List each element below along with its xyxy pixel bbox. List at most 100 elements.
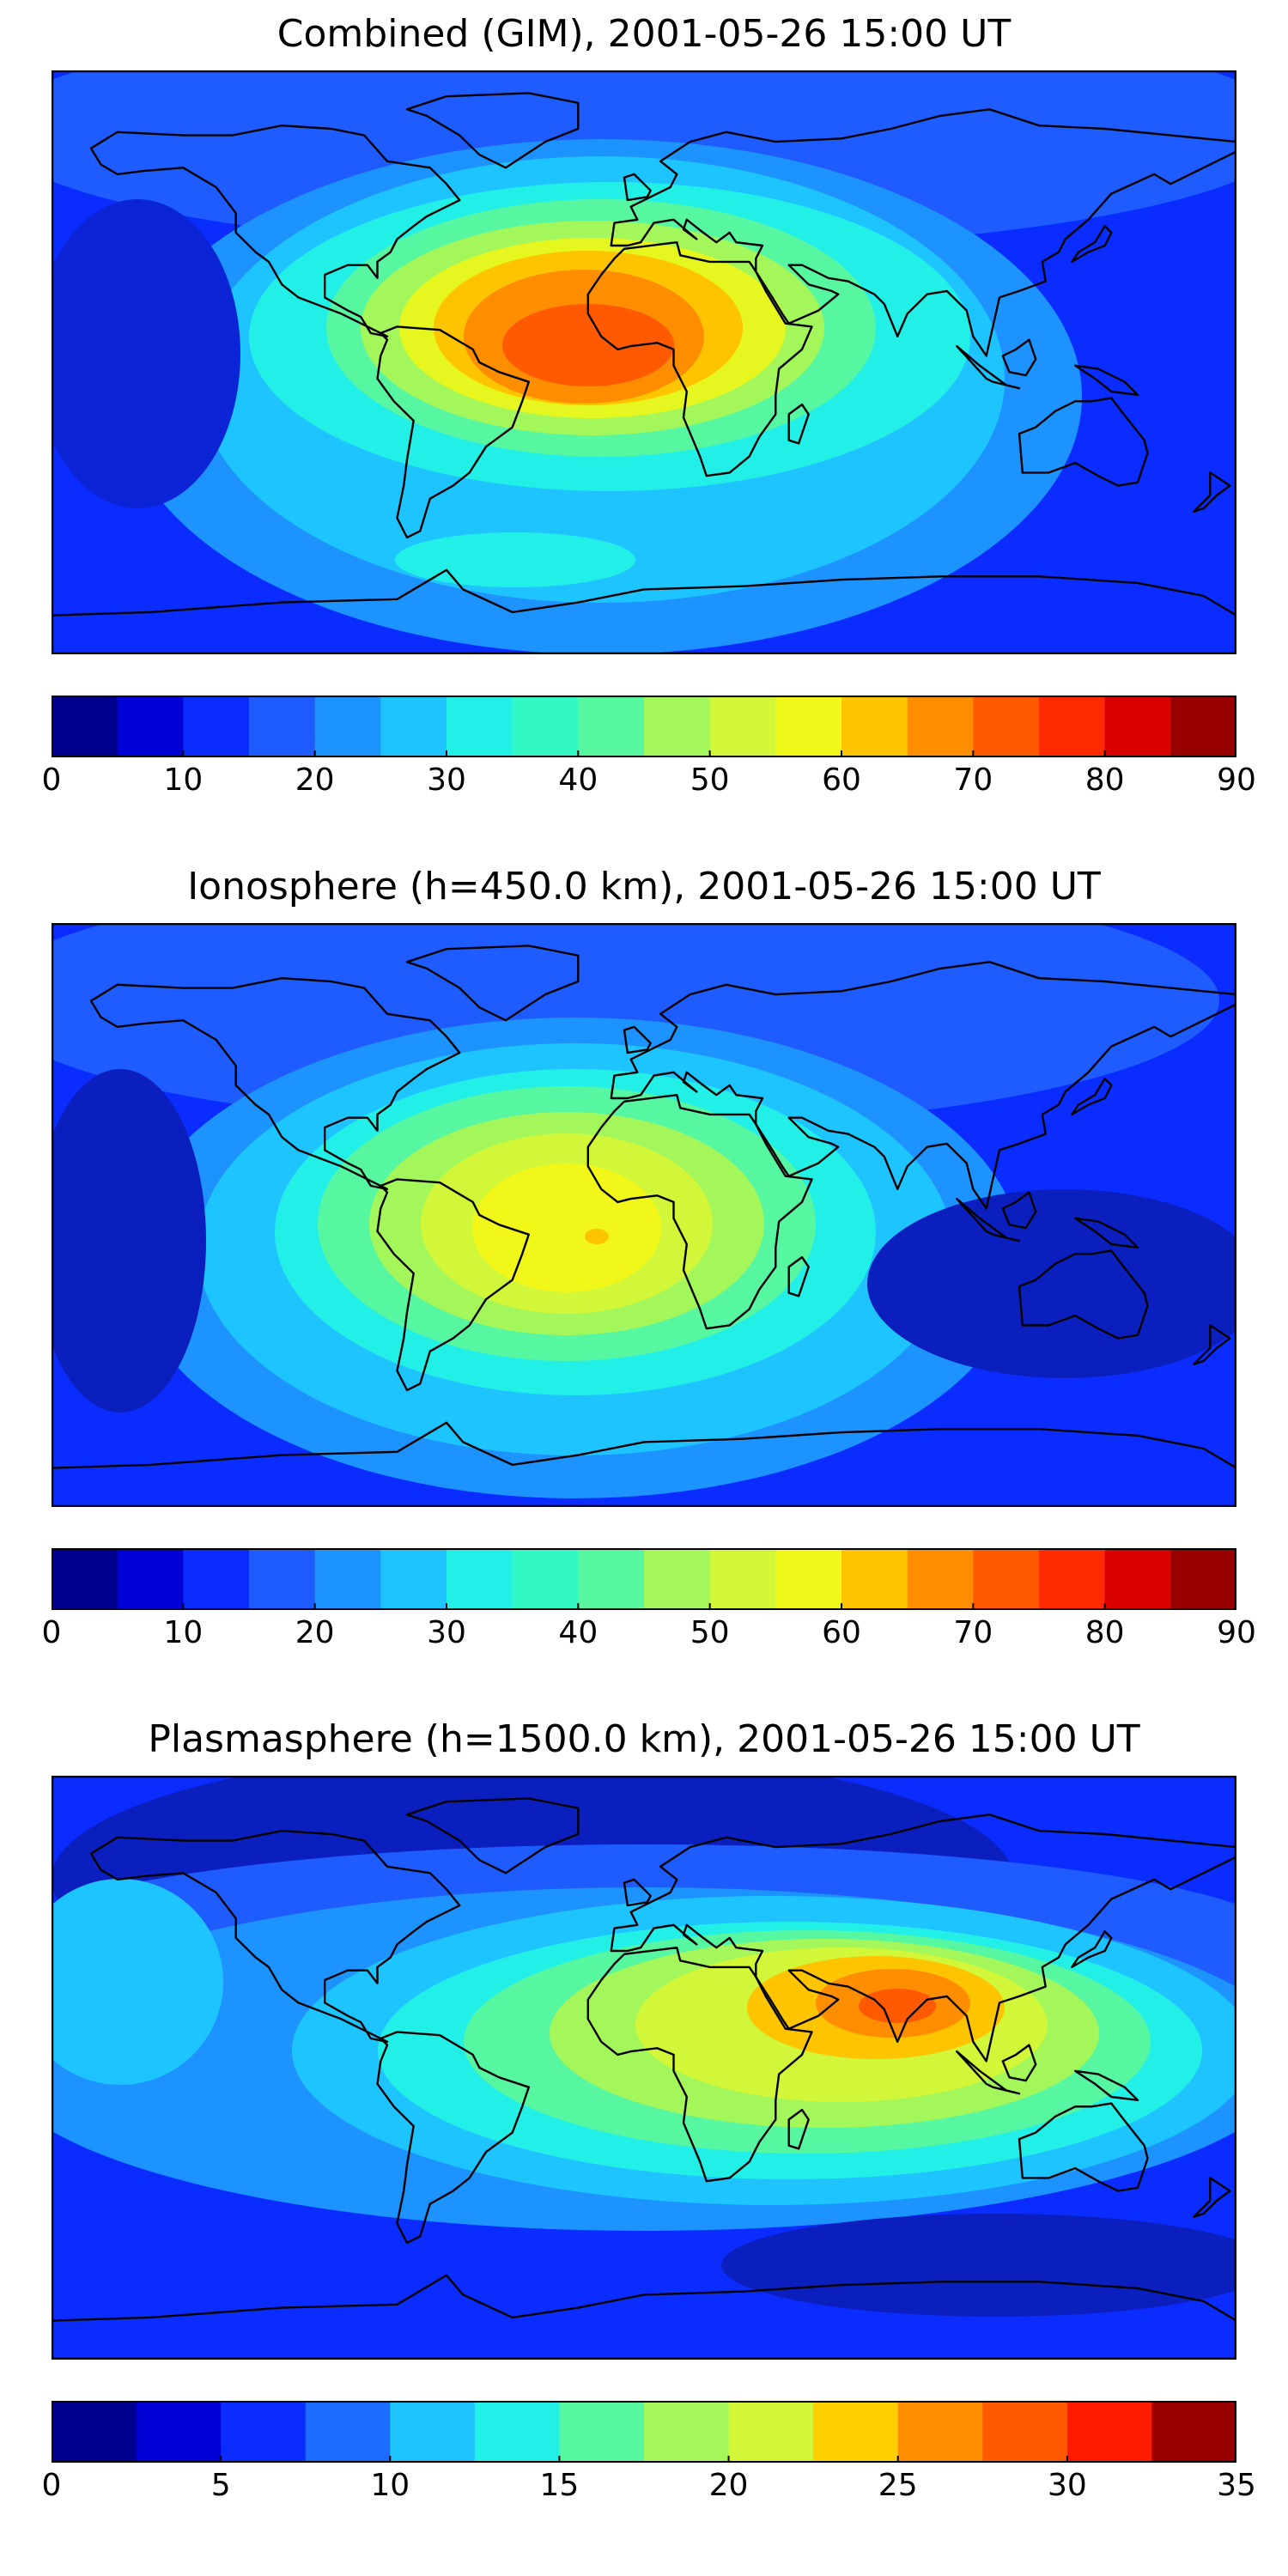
colorbar-segment bbox=[1039, 696, 1106, 757]
coastline-africa bbox=[586, 240, 813, 477]
colorbar-ticks: 0 10 20 30 40 50 60 70 80 90 bbox=[42, 759, 1256, 811]
colorbar-tick-label: 35 bbox=[1217, 2468, 1256, 2503]
colorbar-segment bbox=[380, 1548, 447, 1610]
contour-pacific-patch bbox=[52, 1879, 223, 2085]
colorbar-segment bbox=[578, 1548, 645, 1610]
map-svg bbox=[52, 1776, 1236, 2360]
coastline-australia bbox=[1018, 1249, 1149, 1340]
colorbar-tick-label: 90 bbox=[1217, 762, 1256, 798]
colorbar-segment bbox=[1066, 2401, 1153, 2463]
colorbar-segment bbox=[907, 1548, 974, 1610]
colorbar-tick-label: 5 bbox=[210, 2468, 231, 2503]
colorbar-tick-label: 0 bbox=[41, 1615, 62, 1650]
contour-map bbox=[52, 70, 1236, 654]
colorbar-segment bbox=[1151, 2401, 1236, 2463]
colorbar-tick-label: 10 bbox=[370, 2468, 410, 2503]
coastline-south-america bbox=[376, 2031, 530, 2245]
contour-peak-yellow bbox=[472, 1163, 661, 1292]
colorbar-tick-label: 60 bbox=[822, 1615, 861, 1650]
map-svg bbox=[52, 70, 1236, 654]
coastlines bbox=[52, 92, 1236, 617]
colorbar-tick-label: 50 bbox=[690, 1615, 730, 1650]
colorbar-segment bbox=[907, 696, 974, 757]
coastlines bbox=[52, 945, 1236, 1469]
coastline-indonesia bbox=[955, 344, 1021, 390]
coastline-borneo bbox=[1001, 2044, 1037, 2082]
colorbar-segment bbox=[117, 1548, 184, 1610]
colorbar-segment bbox=[841, 696, 908, 757]
colorbar-segment bbox=[249, 696, 316, 757]
coastline-borneo bbox=[1001, 1191, 1037, 1230]
colorbar bbox=[52, 696, 1236, 757]
colorbar-segment bbox=[117, 696, 184, 757]
colorbar-segment bbox=[249, 1548, 316, 1610]
colorbar-tick-label: 0 bbox=[41, 762, 62, 798]
colorbar bbox=[52, 1548, 1236, 1610]
contour-southern-low bbox=[721, 2214, 1236, 2317]
coastline-south-america bbox=[376, 325, 530, 539]
colorbar-segment bbox=[644, 1548, 711, 1610]
coastline-north-america bbox=[89, 124, 461, 337]
coastline-indonesia bbox=[955, 1197, 1021, 1242]
coastline-eurasia bbox=[610, 1814, 1236, 2063]
colorbar-segment bbox=[512, 696, 579, 757]
coastline-greenland bbox=[405, 1797, 580, 1874]
colorbar-segment bbox=[973, 1548, 1040, 1610]
coastline-new-zealand bbox=[1192, 2177, 1231, 2218]
coastline-antarctica bbox=[52, 568, 1236, 617]
coastline-indonesia bbox=[955, 2050, 1021, 2095]
colorbar-segment bbox=[136, 2401, 222, 2463]
colorbar-tick-label: 30 bbox=[1047, 2468, 1087, 2503]
colorbar-ticks: 0 10 20 30 40 50 60 70 80 90 bbox=[42, 1612, 1256, 1663]
colorbar-tick-label: 60 bbox=[822, 762, 861, 798]
colorbar-segment bbox=[512, 1548, 579, 1610]
coastline-japan bbox=[1071, 225, 1113, 264]
colorbar-svg bbox=[52, 1548, 1236, 1610]
colorbar-segment bbox=[897, 2401, 983, 2463]
colorbar-segment bbox=[709, 696, 776, 757]
coastline-madagascar bbox=[787, 1255, 810, 1297]
colorbar-tick-label: 20 bbox=[708, 2468, 749, 2503]
colorbar-segment bbox=[314, 1548, 381, 1610]
coastline-borneo bbox=[1001, 338, 1037, 377]
colorbar-segment bbox=[1170, 1548, 1236, 1610]
contour-pacific-low bbox=[52, 199, 240, 508]
coastline-madagascar bbox=[787, 403, 810, 445]
colorbar-segment bbox=[1104, 1548, 1171, 1610]
contour-peak-red bbox=[859, 1989, 936, 2023]
coastline-eurasia bbox=[610, 961, 1236, 1210]
contour-map bbox=[52, 1776, 1236, 2360]
colorbar-segment bbox=[644, 696, 711, 757]
colorbar-tick-label: 40 bbox=[558, 762, 598, 798]
panel-title: Plasmasphere (h=1500.0 km), 2001-05-26 1… bbox=[148, 1717, 1140, 1761]
colorbar-segment bbox=[1039, 1548, 1106, 1610]
coastline-australia bbox=[1018, 397, 1149, 487]
colorbar-svg bbox=[52, 2401, 1236, 2463]
colorbar-segment bbox=[380, 696, 447, 757]
colorbar-tick-label: 20 bbox=[295, 762, 335, 798]
colorbar-segment bbox=[775, 1548, 842, 1610]
colorbar-segment bbox=[644, 2401, 730, 2463]
contour-indian-low bbox=[867, 1189, 1236, 1378]
colorbar-tick-label: 90 bbox=[1217, 1615, 1256, 1650]
colorbar-segment bbox=[390, 2401, 476, 2463]
colorbar-segment bbox=[305, 2401, 391, 2463]
colorbar-segment bbox=[183, 1548, 250, 1610]
colorbar-segment bbox=[1104, 696, 1171, 757]
panel-ionosphere: Ionosphere (h=450.0 km), 2001-05-26 15:0… bbox=[0, 861, 1288, 1711]
colorbar-segment bbox=[728, 2401, 814, 2463]
colorbar-segment bbox=[52, 2401, 137, 2463]
colorbar-tick-label: 10 bbox=[163, 762, 204, 798]
colorbar-tick-label: 40 bbox=[558, 1615, 598, 1650]
colorbar-segment bbox=[775, 696, 842, 757]
colorbar-tick-label: 0 bbox=[41, 2468, 62, 2503]
colorbar-tick-label: 25 bbox=[878, 2468, 918, 2503]
colorbar-segment bbox=[973, 696, 1040, 757]
coastline-africa bbox=[586, 1093, 813, 1330]
colorbar-segment bbox=[474, 2401, 561, 2463]
colorbar-segment bbox=[1170, 696, 1236, 757]
colorbar-segment bbox=[813, 2401, 899, 2463]
coastline-australia bbox=[1018, 2102, 1149, 2192]
coastline-uk bbox=[623, 173, 652, 202]
coastline-north-america bbox=[89, 1829, 461, 2043]
